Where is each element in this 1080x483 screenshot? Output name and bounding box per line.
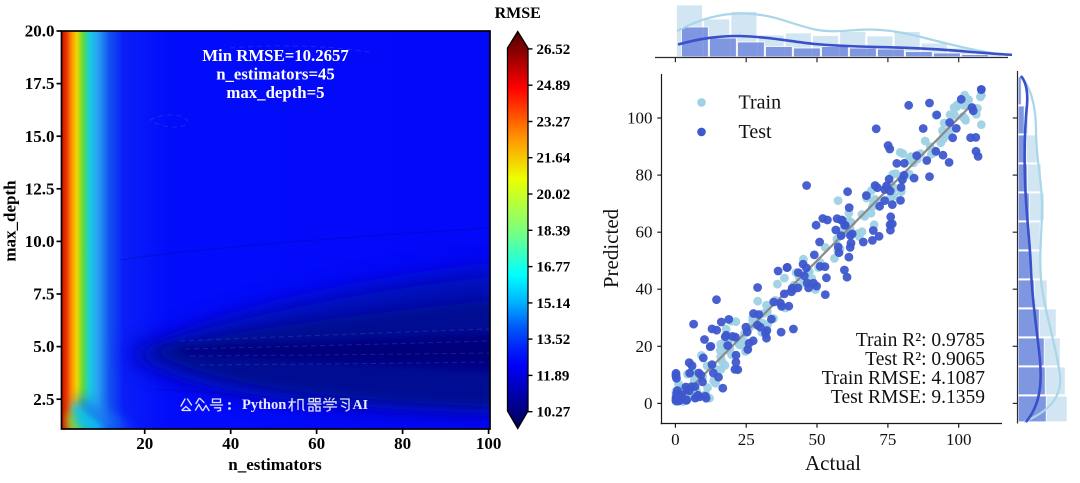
svg-text:0: 0 — [671, 430, 680, 449]
svg-text:100: 100 — [946, 430, 972, 449]
svg-text:Train R²: 0.9785: Train R²: 0.9785 — [856, 330, 985, 351]
svg-text:16.77: 16.77 — [537, 260, 571, 276]
svg-text:Train: Train — [739, 92, 782, 114]
svg-text:5.0: 5.0 — [33, 337, 54, 356]
svg-text:n_estimators=45: n_estimators=45 — [216, 65, 335, 84]
svg-text:18.39: 18.39 — [537, 223, 571, 239]
svg-text:20: 20 — [636, 337, 653, 356]
svg-text:15.14: 15.14 — [537, 296, 571, 312]
svg-text:20.02: 20.02 — [537, 187, 571, 203]
svg-text:Min RMSE=10.2657: Min RMSE=10.2657 — [202, 46, 349, 65]
svg-text:26.52: 26.52 — [537, 42, 571, 58]
svg-text:24.89: 24.89 — [537, 78, 571, 94]
svg-text:25: 25 — [738, 430, 755, 449]
svg-text:10.27: 10.27 — [537, 405, 571, 421]
svg-text:75: 75 — [879, 430, 896, 449]
svg-text:20.0: 20.0 — [25, 22, 55, 41]
svg-text:Predicted: Predicted — [599, 208, 623, 288]
svg-text:2.5: 2.5 — [33, 390, 54, 409]
svg-text:100: 100 — [476, 434, 502, 453]
svg-text:21.64: 21.64 — [537, 151, 571, 167]
svg-text:n_estimators: n_estimators — [228, 455, 322, 474]
svg-text:Test RMSE: 9.1359: Test RMSE: 9.1359 — [831, 387, 985, 408]
svg-text:10.0: 10.0 — [25, 232, 55, 251]
svg-text:0: 0 — [644, 394, 653, 413]
svg-text:AI: AI — [353, 398, 369, 413]
svg-text:17.5: 17.5 — [25, 74, 55, 93]
svg-text:Train RMSE: 4.1087: Train RMSE: 4.1087 — [822, 368, 986, 389]
svg-text:max_depth: max_depth — [1, 180, 20, 262]
svg-text:11.89: 11.89 — [537, 368, 570, 384]
svg-text:RMSE: RMSE — [495, 5, 541, 22]
svg-text:50: 50 — [809, 430, 826, 449]
svg-text:40: 40 — [222, 434, 239, 453]
svg-text:20: 20 — [136, 434, 153, 453]
svg-text:80: 80 — [636, 166, 653, 185]
svg-text:40: 40 — [636, 280, 653, 299]
svg-text:7.5: 7.5 — [33, 285, 54, 304]
svg-text:Python: Python — [242, 397, 286, 413]
svg-text:60: 60 — [308, 434, 325, 453]
svg-text:12.5: 12.5 — [25, 179, 55, 198]
svg-text:23.27: 23.27 — [537, 115, 571, 131]
svg-text:60: 60 — [636, 223, 653, 242]
svg-text:Test: Test — [739, 121, 772, 143]
svg-text:100: 100 — [627, 109, 653, 128]
svg-text:80: 80 — [394, 434, 411, 453]
svg-text:Test R²: 0.9065: Test R²: 0.9065 — [865, 349, 985, 370]
svg-text:max_depth=5: max_depth=5 — [226, 83, 324, 102]
svg-text:15.0: 15.0 — [25, 127, 55, 146]
svg-text:Actual: Actual — [805, 451, 861, 475]
svg-text:13.52: 13.52 — [537, 332, 571, 348]
